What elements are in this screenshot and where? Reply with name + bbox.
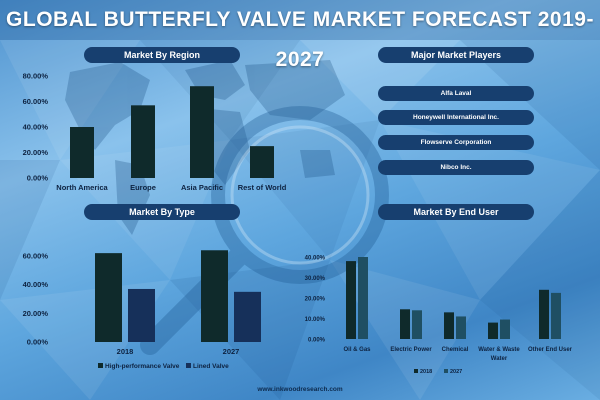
type-ytick: 40.00% — [23, 280, 49, 289]
enduser-chart-title: Market By End User — [378, 204, 534, 220]
region-ytick: 40.00% — [23, 123, 49, 132]
enduser-legend-label: 2027 — [450, 369, 462, 375]
type-xtick: 2018 — [117, 347, 134, 356]
type-legend-swatch — [98, 363, 103, 368]
type-legend-label: High-performance Valve — [105, 363, 180, 370]
region-xtick: Europe — [130, 183, 156, 192]
enduser-xtick: Water & Waste — [478, 347, 520, 353]
enduser-bar — [488, 322, 498, 339]
enduser-legend-label: 2018 — [420, 369, 432, 375]
enduser-ytick: 40.00% — [305, 256, 326, 262]
enduser-bar — [539, 289, 549, 339]
region-bar — [250, 146, 274, 178]
region-chart-title: Market By Region — [84, 47, 240, 63]
enduser-xtick: Chemical — [442, 347, 469, 353]
player-flowserve: Flowserve Corporation — [378, 135, 534, 150]
enduser-xtick: Other End User — [528, 347, 573, 353]
region-xtick: Asia Pacific — [181, 183, 223, 192]
enduser-bar — [551, 292, 561, 339]
type-bar — [234, 291, 261, 342]
type-ytick: 20.00% — [23, 309, 49, 318]
type-bar — [95, 253, 122, 342]
enduser-xtick: Oil & Gas — [343, 347, 371, 353]
region-ytick: 60.00% — [23, 97, 49, 106]
enduser-ytick: 0.00% — [308, 338, 326, 344]
enduser-bar — [456, 316, 466, 339]
type-legend-swatch — [186, 363, 191, 368]
player-alfa-laval: Alfa Laval — [378, 86, 534, 101]
page-title: GLOBAL BUTTERFLY VALVE MARKET FORECAST 2… — [0, 0, 600, 71]
enduser-ytick: 10.00% — [305, 317, 326, 323]
region-xtick: North America — [56, 183, 108, 192]
type-bar — [201, 250, 228, 342]
type-chart-title: Market By Type — [84, 204, 240, 220]
region-ytick: 0.00% — [27, 174, 49, 183]
player-nibco: Nibco Inc. — [378, 160, 534, 175]
enduser-bar — [358, 257, 368, 339]
region-bar — [70, 127, 94, 178]
enduser-ytick: 30.00% — [305, 276, 326, 282]
source-footer: www.inkwoodresearch.com — [257, 386, 343, 393]
region-ytick: 20.00% — [23, 148, 49, 157]
type-ytick: 60.00% — [23, 252, 49, 261]
type-ytick: 0.00% — [27, 338, 49, 347]
player-honeywell: Honeywell International Inc. — [378, 110, 534, 125]
players-title: Major Market Players — [378, 47, 534, 63]
region-bar — [190, 86, 214, 178]
enduser-xtick: Water — [491, 356, 508, 362]
enduser-xtick: Electric Power — [390, 347, 432, 353]
enduser-bar — [400, 309, 410, 339]
enduser-bar — [346, 261, 356, 339]
enduser-legend-swatch — [444, 369, 448, 373]
type-bar — [128, 288, 155, 342]
enduser-bar — [500, 319, 510, 339]
type-xtick: 2027 — [223, 347, 240, 356]
enduser-bar — [412, 310, 422, 339]
region-bar — [131, 105, 155, 178]
region-ytick: 80.00% — [23, 72, 49, 81]
enduser-legend-swatch — [414, 369, 418, 373]
type-legend-label: Lined Valve — [193, 363, 229, 370]
region-xtick: Rest of World — [238, 183, 287, 192]
enduser-ytick: 20.00% — [305, 297, 326, 303]
enduser-bar — [444, 312, 454, 339]
